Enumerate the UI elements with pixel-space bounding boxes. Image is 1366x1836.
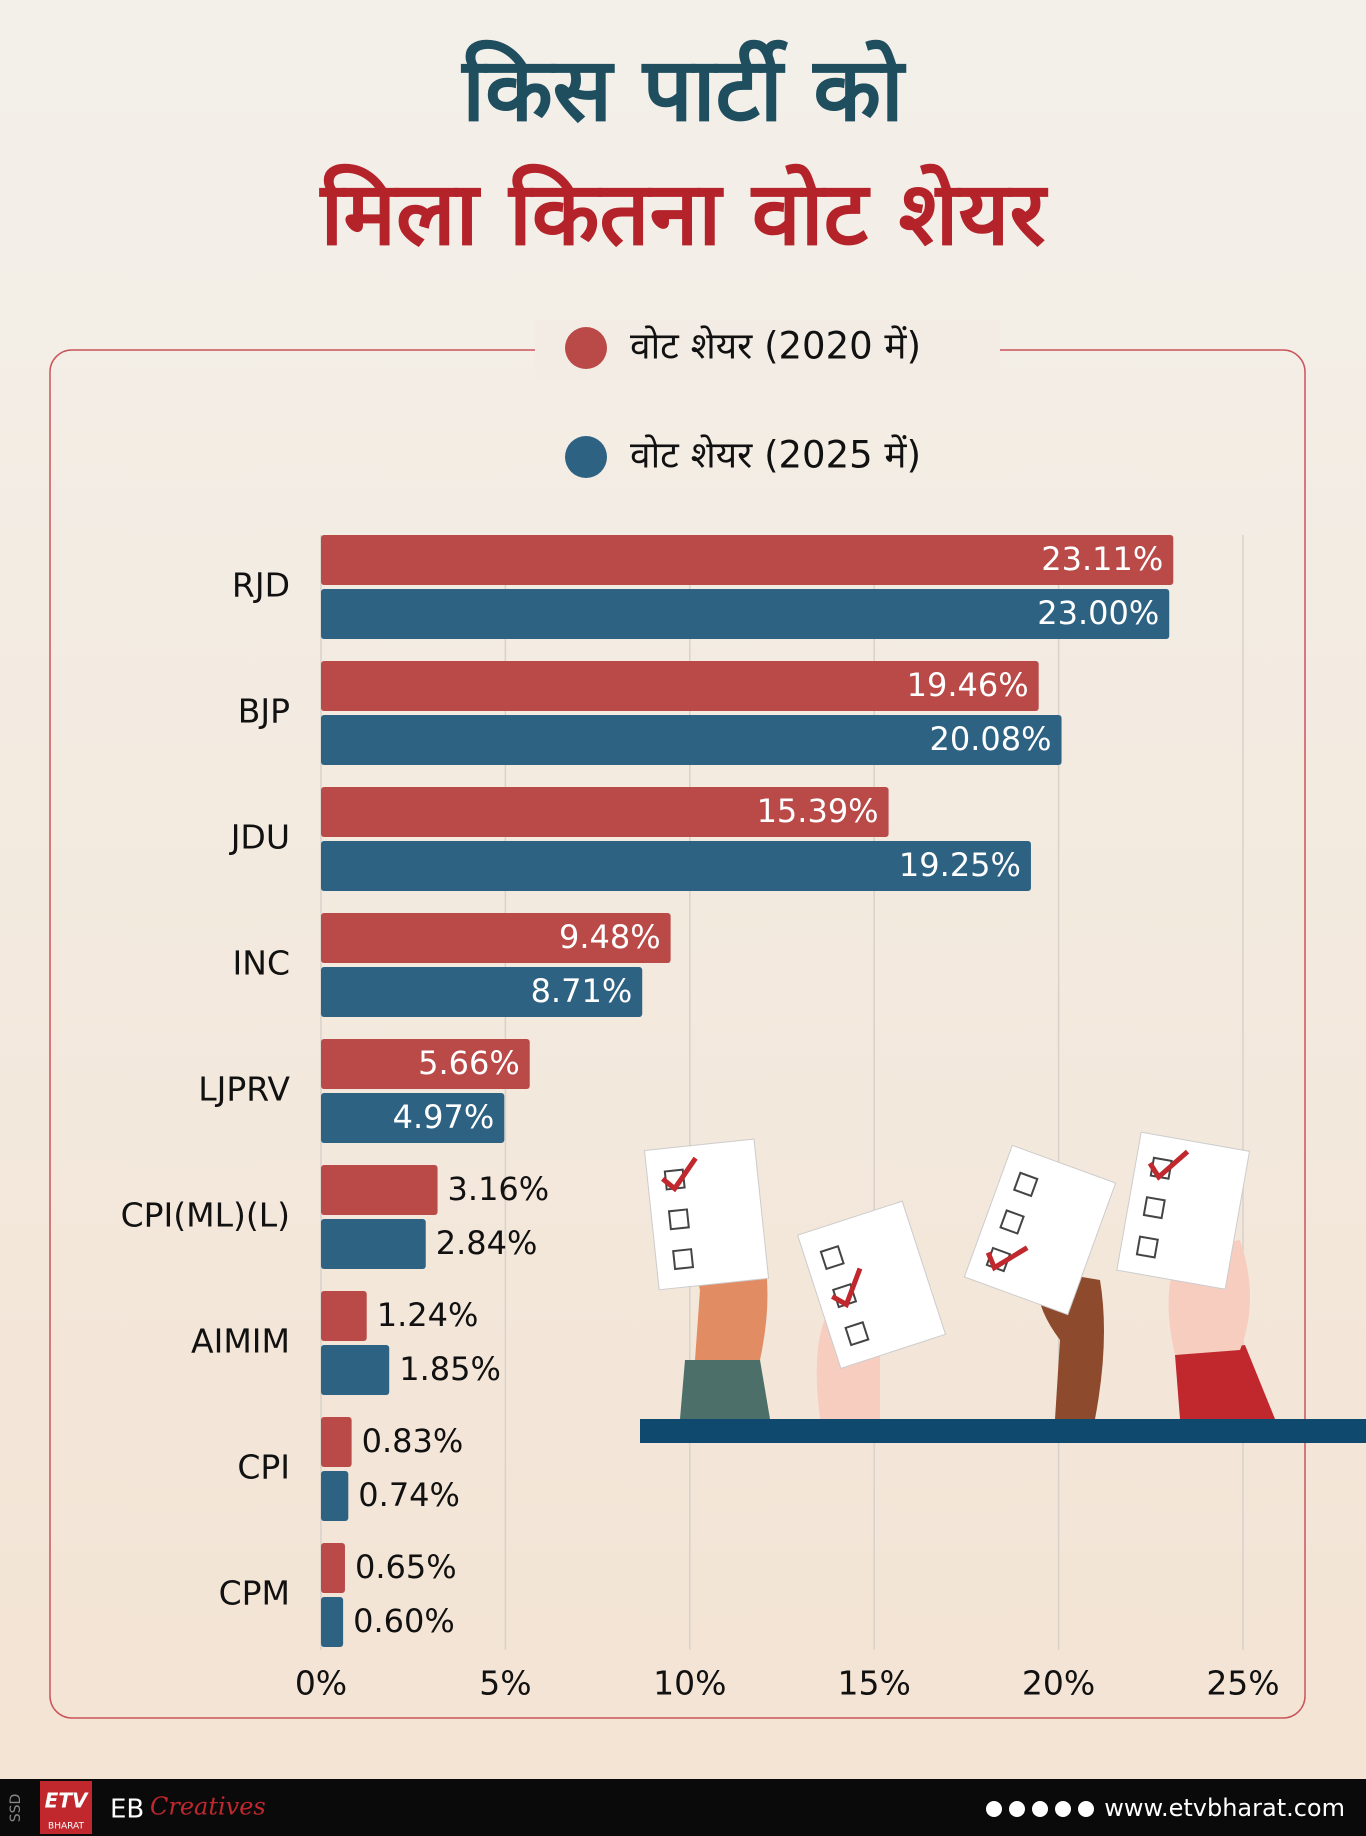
bar xyxy=(321,1345,390,1395)
bar xyxy=(321,1417,352,1467)
bar xyxy=(321,661,1039,711)
category-label: LJPRV xyxy=(198,1070,290,1109)
value-label: 15.39% xyxy=(757,792,879,830)
footer-url: www.etvbharat.com xyxy=(1104,1794,1345,1822)
x-tick-label: 5% xyxy=(479,1664,531,1703)
legend-swatch xyxy=(565,327,607,369)
bar xyxy=(321,1219,426,1269)
bar xyxy=(321,967,643,1017)
value-label: 0.74% xyxy=(358,1476,460,1514)
illustration xyxy=(640,1131,1366,1443)
footer-brand: EB xyxy=(110,1795,144,1825)
x-tick-label: 25% xyxy=(1206,1664,1279,1703)
bar xyxy=(321,535,1174,585)
value-label: 0.65% xyxy=(355,1548,457,1586)
legend-label: वोट शेयर (2020 में) xyxy=(630,325,921,368)
category-label: CPI(ML)(L) xyxy=(121,1196,290,1235)
bar xyxy=(321,841,1031,891)
category-label: CPI xyxy=(237,1448,290,1487)
category-label: CPM xyxy=(219,1574,290,1613)
legend-swatch xyxy=(565,436,607,478)
table xyxy=(640,1419,1366,1443)
hand-1 xyxy=(643,1138,770,1419)
value-label: 23.11% xyxy=(1041,540,1163,578)
value-label: 8.71% xyxy=(531,972,633,1010)
bar xyxy=(321,1291,367,1341)
bar xyxy=(321,1093,505,1143)
bar xyxy=(321,913,671,963)
bar xyxy=(321,1597,344,1647)
value-label: 20.08% xyxy=(930,720,1052,758)
legend-backdrop xyxy=(535,320,1000,380)
bar xyxy=(321,1039,530,1089)
category-label: AIMIM xyxy=(191,1322,290,1361)
social-icons xyxy=(986,1801,1094,1817)
category-label: BJP xyxy=(238,692,290,731)
title-line-1: किस पार्टी को xyxy=(460,38,907,141)
value-label: 1.85% xyxy=(399,1350,501,1388)
value-label: 19.46% xyxy=(907,666,1029,704)
hand-3 xyxy=(963,1144,1117,1419)
x-tick-label: 20% xyxy=(1022,1664,1095,1703)
bar xyxy=(321,1471,349,1521)
x-tick-label: 15% xyxy=(838,1664,911,1703)
value-label: 23.00% xyxy=(1037,594,1159,632)
value-label: 1.24% xyxy=(377,1296,479,1334)
value-label: 5.66% xyxy=(418,1044,520,1082)
value-label: 0.83% xyxy=(362,1422,464,1460)
bar xyxy=(321,1165,438,1215)
footer-bar xyxy=(0,1779,1366,1836)
value-label: 9.48% xyxy=(559,918,661,956)
value-label: 2.84% xyxy=(436,1224,538,1262)
footer-tag: Creatives xyxy=(150,1793,266,1821)
x-tick-label: 0% xyxy=(295,1664,347,1703)
logo-box xyxy=(40,1781,92,1834)
legend-label: वोट शेयर (2025 में) xyxy=(630,434,921,477)
value-label: 3.16% xyxy=(448,1170,550,1208)
footer-code: SSD xyxy=(8,1794,24,1823)
bar xyxy=(321,787,889,837)
bar xyxy=(321,715,1062,765)
logo-sub: BHARAT xyxy=(48,1822,84,1832)
value-label: 0.60% xyxy=(353,1602,455,1640)
value-label: 4.97% xyxy=(393,1098,495,1136)
bar xyxy=(321,589,1170,639)
hand-2 xyxy=(796,1200,947,1419)
category-label: RJD xyxy=(232,566,290,605)
category-label: INC xyxy=(233,944,290,983)
x-tick-label: 10% xyxy=(653,1664,726,1703)
bar xyxy=(321,1543,345,1593)
hand-4 xyxy=(1116,1131,1275,1419)
logo: ETV xyxy=(45,1789,89,1813)
category-label: JDU xyxy=(229,818,290,857)
title-line-2: मिला कितना वोट शेयर xyxy=(319,162,1049,265)
value-label: 19.25% xyxy=(899,846,1021,884)
